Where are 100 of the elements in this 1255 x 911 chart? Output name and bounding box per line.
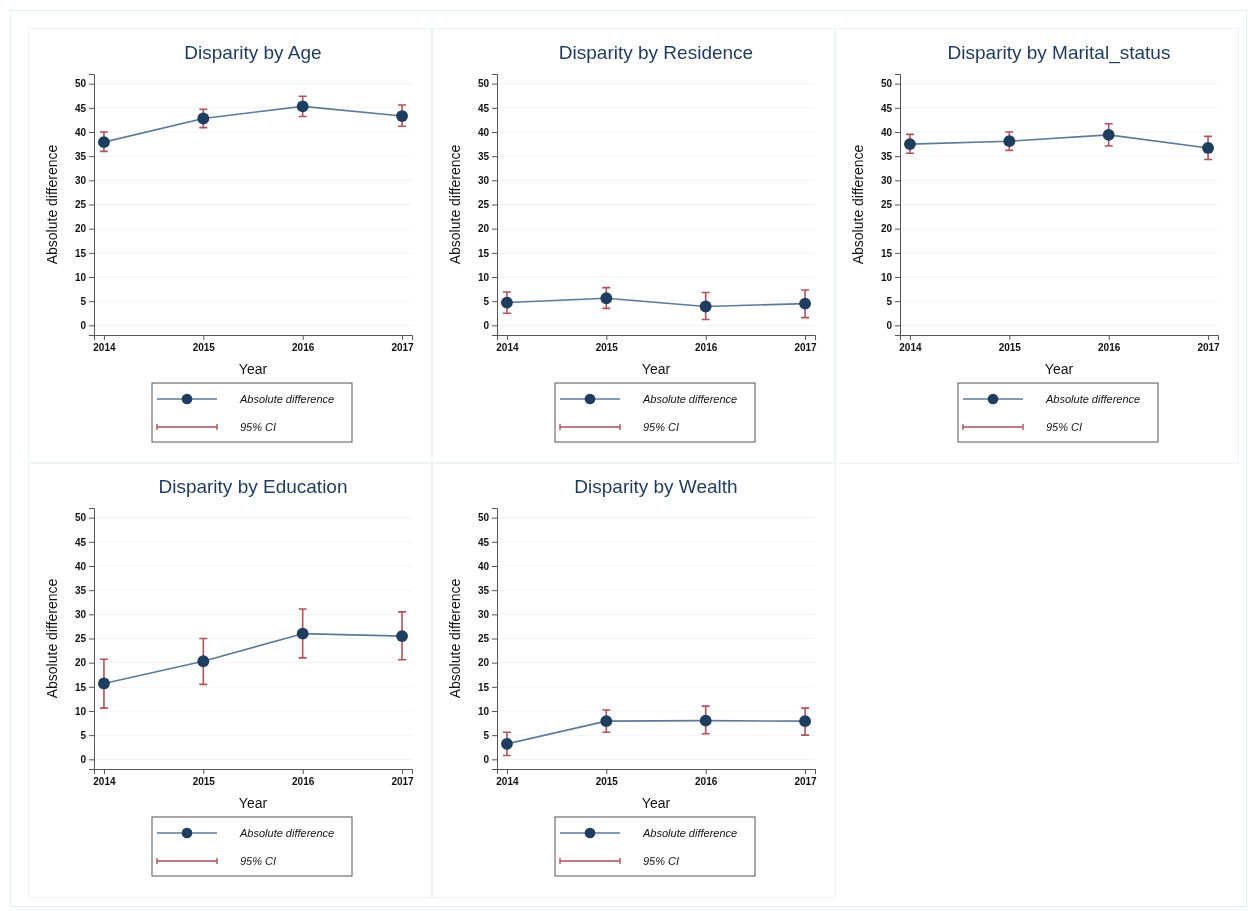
- y-tick-label: 5: [80, 729, 87, 741]
- y-tick-label: 20: [477, 657, 490, 669]
- y-tick-label: 50: [477, 78, 490, 90]
- point: [600, 715, 613, 728]
- y-tick-label: 25: [74, 633, 87, 645]
- text: 95% CI: [240, 421, 277, 433]
- y-tick-label: 10: [74, 705, 87, 717]
- y-tick-label: 15: [74, 247, 87, 259]
- y-tick-label: 40: [74, 126, 87, 138]
- y-tick-label: 10: [74, 271, 87, 283]
- point: [1102, 128, 1115, 141]
- text: 95% CI: [1046, 421, 1083, 433]
- x-tick-label: 2015: [192, 342, 216, 354]
- x-tick-label: 2016: [695, 342, 718, 354]
- x-tick-label: 2015: [595, 342, 619, 354]
- y-tick-label: 25: [74, 199, 87, 211]
- x-axis-title: Year: [238, 795, 268, 811]
- x-tick-label: 2016: [292, 342, 315, 354]
- text: Absolute difference: [642, 827, 738, 839]
- y-tick-label: 15: [880, 247, 893, 259]
- text: Absolute difference: [642, 393, 738, 405]
- y-tick-label: 40: [74, 560, 87, 572]
- text: Absolute difference: [239, 393, 335, 405]
- y-tick-label: 45: [74, 102, 87, 114]
- y-tick-label: 0: [80, 320, 87, 332]
- point: [296, 627, 309, 640]
- x-tick-label: 2014: [899, 342, 922, 354]
- text: Absolute difference: [1045, 393, 1141, 405]
- point: [1202, 142, 1214, 154]
- y-tick-label: 10: [880, 271, 893, 283]
- y-tick-label: 5: [886, 295, 893, 307]
- text: 95% CI: [643, 855, 680, 867]
- x-tick-label: 2016: [1098, 342, 1121, 354]
- point: [1003, 135, 1016, 148]
- y-tick-label: 50: [880, 78, 893, 90]
- x-tick-label: 2014: [496, 776, 519, 788]
- chart-title: Disparity by Residence: [558, 42, 754, 63]
- x-tick-label: 2016: [695, 776, 718, 788]
- y-tick-label: 5: [483, 295, 490, 307]
- y-tick-label: 30: [477, 175, 490, 187]
- chart-title: Disparity by Wealth: [574, 476, 738, 497]
- point: [296, 100, 309, 113]
- y-tick-label: 5: [80, 295, 87, 307]
- x-tick-label: 2017: [794, 776, 818, 788]
- y-tick-label: 50: [477, 512, 490, 524]
- point: [501, 737, 513, 750]
- text: 95% CI: [240, 855, 277, 867]
- y-tick-label: 0: [483, 754, 490, 766]
- y-tick-label: 25: [477, 633, 490, 645]
- x-tick-label: 2014: [93, 342, 116, 354]
- y-axis-title: Absolute difference: [447, 578, 463, 699]
- x-axis-title: Year: [641, 795, 671, 811]
- y-tick-label: 50: [74, 78, 87, 90]
- x-tick-label: 2015: [192, 776, 216, 788]
- x-tick-label: 2017: [391, 342, 415, 354]
- y-tick-label: 40: [477, 560, 490, 572]
- y-tick-label: 35: [477, 584, 490, 596]
- y-tick-label: 15: [477, 247, 490, 259]
- y-tick-label: 15: [74, 681, 87, 693]
- x-tick-label: 2016: [292, 776, 315, 788]
- y-tick-label: 45: [74, 536, 87, 548]
- y-tick-label: 40: [477, 126, 490, 138]
- x-axis-title: Year: [238, 361, 268, 377]
- y-axis-title: Absolute difference: [44, 578, 60, 699]
- y-tick-label: 35: [880, 150, 893, 162]
- text: Absolute difference: [239, 827, 335, 839]
- y-tick-label: 20: [880, 223, 893, 235]
- x-tick-label: 2017: [794, 342, 818, 354]
- y-tick-label: 45: [477, 102, 490, 114]
- x-tick-label: 2017: [391, 776, 415, 788]
- x-axis-title: Year: [1044, 361, 1074, 377]
- y-tick-label: 20: [74, 657, 87, 669]
- y-tick-label: 10: [477, 705, 490, 717]
- y-tick-label: 0: [886, 320, 893, 332]
- point: [396, 110, 408, 122]
- y-axis-title: Absolute difference: [850, 144, 866, 265]
- chart-title: Disparity by Marital_status: [947, 42, 1171, 64]
- y-tick-label: 15: [477, 681, 490, 693]
- chart-title: Disparity by Age: [184, 42, 322, 63]
- point: [98, 677, 110, 690]
- point: [799, 715, 811, 728]
- y-tick-label: 0: [80, 754, 87, 766]
- x-tick-label: 2015: [595, 776, 619, 788]
- y-tick-label: 20: [477, 223, 490, 235]
- point: [396, 630, 408, 642]
- y-tick-label: 40: [880, 126, 893, 138]
- y-tick-label: 20: [74, 223, 87, 235]
- x-tick-label: 2017: [1197, 342, 1221, 354]
- y-tick-label: 35: [74, 150, 87, 162]
- x-tick-label: 2014: [496, 342, 519, 354]
- y-tick-label: 0: [483, 320, 490, 332]
- y-tick-label: 30: [74, 609, 87, 621]
- y-tick-label: 25: [477, 199, 490, 211]
- y-tick-label: 50: [74, 512, 87, 524]
- y-tick-label: 5: [483, 729, 490, 741]
- y-axis-title: Absolute difference: [447, 144, 463, 265]
- point: [699, 714, 712, 727]
- y-tick-label: 25: [880, 199, 893, 211]
- point: [197, 112, 210, 125]
- y-tick-label: 45: [477, 536, 490, 548]
